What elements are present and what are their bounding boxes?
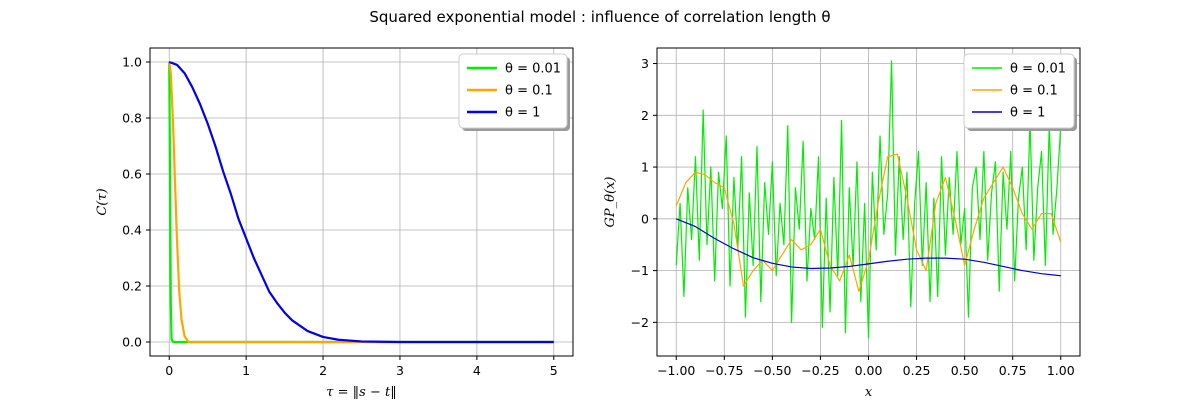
- left-subplot-correlation: 0 1 2 3 4 5 0.0 0.2 0.4 0.6 0.8 1.0 τ = ‖s − t‖ C(τ) θ…: [95, 47, 574, 400]
- y-tick-label: 0.2: [122, 279, 142, 294]
- axes-frame: [149, 47, 574, 357]
- y-tick-label: −2: [631, 315, 649, 330]
- y-tick-label: 0.6: [122, 167, 142, 182]
- y-tick-label: 0.0: [122, 335, 142, 350]
- y-axis-label: GP_θ(x): [603, 177, 618, 228]
- x-tick-label: 0.75: [999, 363, 1027, 378]
- x-tick-label: 0.50: [951, 363, 979, 378]
- x-tick-label: 3: [396, 363, 404, 378]
- x-tick-label: −1.00: [657, 363, 695, 378]
- y-tick-label: 2: [641, 108, 649, 123]
- legend: θ = 0.01 θ = 0.1 θ = 1: [458, 53, 570, 131]
- legend-box: [458, 53, 568, 129]
- legend-label: θ = 1: [505, 106, 540, 121]
- x-tick-label: 1: [242, 363, 250, 378]
- legend-label: θ = 0.1: [505, 84, 553, 99]
- x-tick-label: 0: [165, 363, 173, 378]
- legend-box: [963, 53, 1075, 129]
- series-group: [675, 60, 1062, 339]
- right-subplot-trajectories: −1.00 −0.75 −0.50 −0.25 0.00 0.25 0.50 0.75 1.00…: [603, 47, 1081, 400]
- series-line: [168, 61, 554, 344]
- legend-label: θ = 1: [1010, 106, 1045, 121]
- series-line: [676, 218, 1061, 277]
- figure-title: Squared exponential model : influence of…: [369, 8, 830, 26]
- series-line: [168, 60, 554, 344]
- x-tick-label: −0.50: [753, 363, 791, 378]
- series-line: [168, 61, 554, 344]
- y-tick-label: 3: [641, 56, 649, 71]
- x-tick-label: 2: [319, 363, 327, 378]
- x-tick-label: 4: [473, 363, 481, 378]
- legend-label: θ = 0.01: [505, 62, 561, 77]
- y-tick-label: 0: [641, 211, 649, 226]
- x-tick-label: 0.25: [903, 363, 931, 378]
- y-tick-label: 1: [641, 160, 649, 175]
- y-tick-label: 0.4: [122, 223, 142, 238]
- series-line: [675, 153, 1062, 292]
- x-axis-label: x: [865, 385, 873, 400]
- y-tick-label: −1: [631, 263, 649, 278]
- series-group: [168, 60, 554, 344]
- series-line: [675, 60, 1062, 339]
- y-axis-label: C(τ): [95, 188, 110, 215]
- legend-label: θ = 0.01: [1010, 62, 1066, 77]
- x-tick-label: 5: [550, 363, 558, 378]
- x-axis-label: τ = ‖s − t‖: [326, 385, 396, 400]
- legend: θ = 0.01 θ = 0.1 θ = 1: [963, 53, 1077, 131]
- x-tick-label: −0.25: [801, 363, 839, 378]
- x-tick-label: −0.75: [705, 363, 743, 378]
- y-tick-label: 0.8: [122, 111, 142, 126]
- legend-label: θ = 0.1: [1010, 84, 1058, 99]
- y-tick-label: 1.0: [122, 55, 142, 70]
- x-tick-label: 0.00: [855, 363, 883, 378]
- x-tick-label: 1.00: [1047, 363, 1075, 378]
